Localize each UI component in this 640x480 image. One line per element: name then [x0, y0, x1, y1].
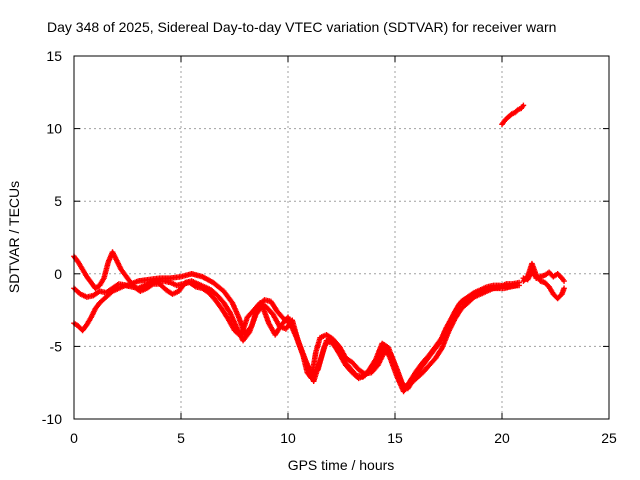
x-tick-label: 0: [70, 430, 78, 446]
data-point: [561, 278, 567, 284]
x-tick-label: 15: [387, 430, 403, 446]
y-axis-label: SDTVAR / TECUs: [6, 181, 22, 293]
series-trace-6: [520, 268, 567, 284]
x-tick-label: 5: [177, 430, 185, 446]
plot-frame: [73, 55, 610, 420]
data-points: [71, 102, 567, 395]
x-tick-label: 25: [601, 430, 617, 446]
y-tick-label: -10: [42, 411, 62, 427]
x-tick-label: 20: [494, 430, 510, 446]
grid: [74, 56, 609, 419]
y-tick-label: 0: [54, 266, 62, 282]
data-point: [561, 285, 567, 292]
y-tick-label: -5: [50, 338, 63, 354]
x-axis-label: GPS time / hours: [288, 457, 395, 473]
series-trace-3: [71, 278, 520, 392]
chart-title: Day 348 of 2025, Sidereal Day-to-day VTE…: [47, 19, 556, 35]
data-point: [514, 282, 520, 289]
y-tick-label: 15: [46, 48, 62, 64]
y-axis: -10 -5 0 5 10 15: [42, 48, 609, 427]
data-point: [520, 102, 527, 109]
y-tick-label: 5: [54, 193, 62, 209]
x-axis: 0 5 10 15 20 25: [70, 56, 617, 446]
x-tick-label: 10: [280, 430, 296, 446]
y-tick-label: 10: [46, 121, 62, 137]
series-trace-4: [499, 102, 527, 128]
